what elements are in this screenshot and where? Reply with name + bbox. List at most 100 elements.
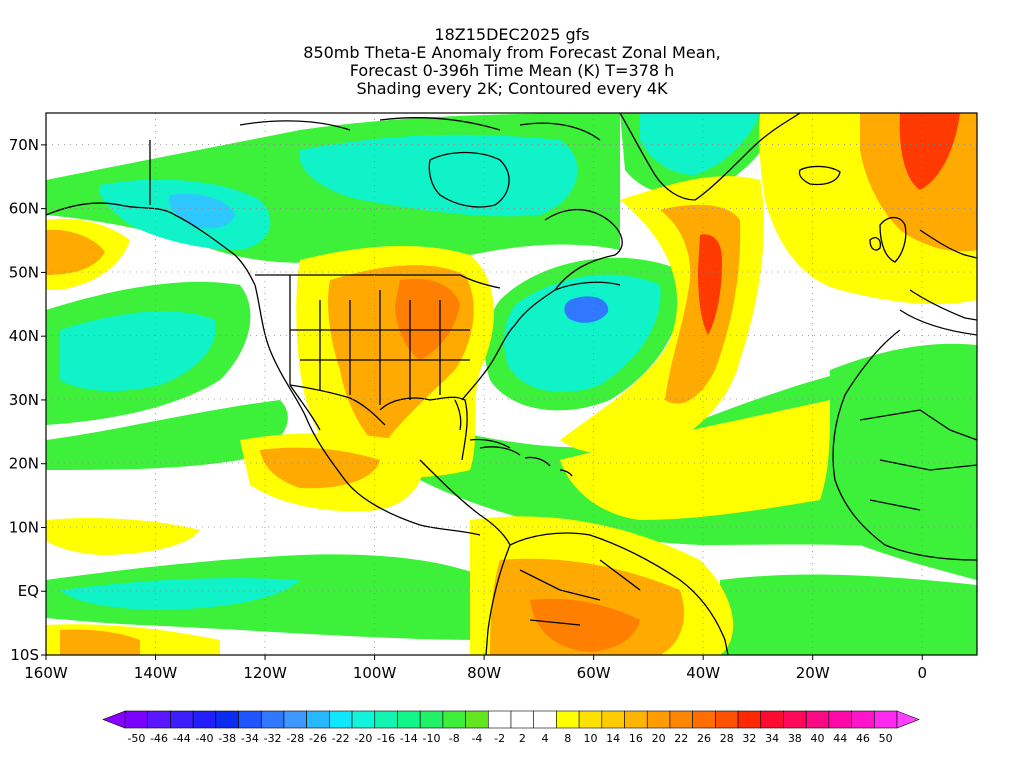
shade-deep-orange-south-america <box>530 598 640 652</box>
shade-cyan-east-pacific <box>60 311 216 392</box>
border-us-canada <box>255 274 501 289</box>
coastline-europe <box>899 229 977 336</box>
colorbar-swatch <box>692 710 716 729</box>
lat-tick-label: 50N <box>9 263 39 281</box>
colorbar-label: -16 <box>377 732 395 745</box>
colorbar-label: -20 <box>354 732 372 745</box>
colorbar-swatch <box>556 710 580 729</box>
colorbar-label: 50 <box>879 732 893 745</box>
colorbar-label: 20 <box>652 732 666 745</box>
colorbar-swatch <box>419 710 444 729</box>
title-block: 18Z15DEC2025 gfs 850mb Theta-E Anomaly f… <box>0 26 1024 98</box>
colorbar-label: -34 <box>241 732 259 745</box>
colorbar-swatch <box>578 710 603 729</box>
colorbar-label: -40 <box>195 732 213 745</box>
colorbar-swatch <box>851 710 875 729</box>
lon-tick-label: 60W <box>577 664 611 682</box>
colorbar-swatch <box>147 710 171 729</box>
coastline-gulf-mexico <box>379 396 468 461</box>
colorbar-swatch <box>715 710 739 729</box>
shade-green-africa <box>830 343 977 580</box>
colorbar-swatch <box>238 710 262 729</box>
colorbar-label: -46 <box>150 732 168 745</box>
coastline-canada-east <box>544 208 623 291</box>
coastline-central-america <box>419 459 511 546</box>
colorbar-label: 14 <box>606 732 620 745</box>
colorbar-swatch <box>783 710 807 729</box>
colorbar-swatch <box>397 710 421 729</box>
lon-tick-label: 0 <box>917 664 927 682</box>
shade-red-atlantic-plume <box>698 234 722 335</box>
colorbar-swatch <box>873 710 898 729</box>
coastline-layer <box>46 113 977 655</box>
colorbar-label: -38 <box>218 732 236 745</box>
colorbar-swatch <box>601 710 625 729</box>
colorbar-swatch <box>533 710 557 729</box>
colorbar-swatch <box>170 710 194 729</box>
colorbar-label: -4 <box>471 732 482 745</box>
shade-orange-west-pacific <box>46 229 105 275</box>
colorbar-swatch <box>215 710 239 729</box>
lat-tick-label: 10N <box>9 518 39 536</box>
colorbar-label: -22 <box>332 732 350 745</box>
colorbar-swatch <box>283 710 307 729</box>
lat-tick-label: 70N <box>9 136 39 154</box>
shade-orange-south-pacific <box>60 629 140 655</box>
shade-cyan-greenland-sea <box>640 113 760 175</box>
lat-tick-label: 10S <box>10 646 39 664</box>
colorbar-label: -2 <box>494 732 505 745</box>
lon-tick-label: 140W <box>134 664 178 682</box>
border-us-mexico <box>289 384 386 426</box>
colorbar-swatch <box>260 710 285 729</box>
colorbar-label: 44 <box>833 732 847 745</box>
coastline-us-east <box>461 281 621 401</box>
shade-orange-mexico <box>260 447 380 489</box>
title-line-2: 850mb Theta-E Anomaly from Forecast Zona… <box>303 43 721 62</box>
lat-tick-label: 20N <box>9 455 39 473</box>
coastline-baja <box>289 384 321 431</box>
shade-yellow-tropical-atlantic <box>560 400 830 520</box>
colorbar-swatch <box>737 710 762 729</box>
title-line-3: Forecast 0-396h Time Mean (K) T=378 h <box>349 61 675 80</box>
coastline-hudson-bay <box>428 151 510 208</box>
colorbar-label: 34 <box>765 732 779 745</box>
coastline-caribbean <box>479 446 573 477</box>
lon-tick-label: 120W <box>243 664 287 682</box>
lon-tick-label: 80W <box>467 664 501 682</box>
shade-cyan-hudson <box>299 134 578 217</box>
shade-green-south-atlantic <box>720 574 977 655</box>
border-south-america <box>519 559 641 626</box>
colorbar-label: 38 <box>788 732 802 745</box>
colorbar: -50 -46 -44 -40 -38 -34 -32 -28 -26 -22 -20 -16 -14-… <box>102 710 920 745</box>
colorbar-label: -26 <box>309 732 327 745</box>
map-plot-area <box>46 113 977 655</box>
lon-tick-label: 100W <box>353 664 397 682</box>
colorbar-swatch <box>351 710 376 729</box>
title-line-1: 18Z15DEC2025 gfs <box>434 25 590 44</box>
colorbar-label: 46 <box>856 732 870 745</box>
shade-deep-orange-us <box>395 278 460 360</box>
title-line-4: Shading every 2K; Contoured every 4K <box>356 79 668 98</box>
coastline-arctic-islands <box>239 117 601 141</box>
colorbar-swatch <box>465 710 489 729</box>
colorbar-low-arrow <box>102 710 126 729</box>
colorbar-label: 2 <box>519 732 526 745</box>
border-africa-countries <box>859 409 977 511</box>
lat-tick-label: 40N <box>9 327 39 345</box>
lat-tick-label: EQ <box>18 582 39 600</box>
colorbar-label: 4 <box>542 732 549 745</box>
colorbar-label: -10 <box>423 732 441 745</box>
colorbar-label: -44 <box>173 732 191 745</box>
shade-lightblue-alaska <box>168 193 235 229</box>
colorbar-swatch <box>487 710 512 729</box>
shade-blue-north-atlantic <box>564 296 609 323</box>
colorbar-swatch <box>624 710 648 729</box>
coastline-africa-west <box>832 329 977 561</box>
lat-lon-gridlines <box>46 113 977 655</box>
colorbar-label: 40 <box>811 732 825 745</box>
colorbar-label: 32 <box>742 732 756 745</box>
colorbar-swatch <box>442 710 466 729</box>
shade-yellow-equatorial <box>46 518 200 555</box>
coastline-greenland <box>619 113 801 201</box>
